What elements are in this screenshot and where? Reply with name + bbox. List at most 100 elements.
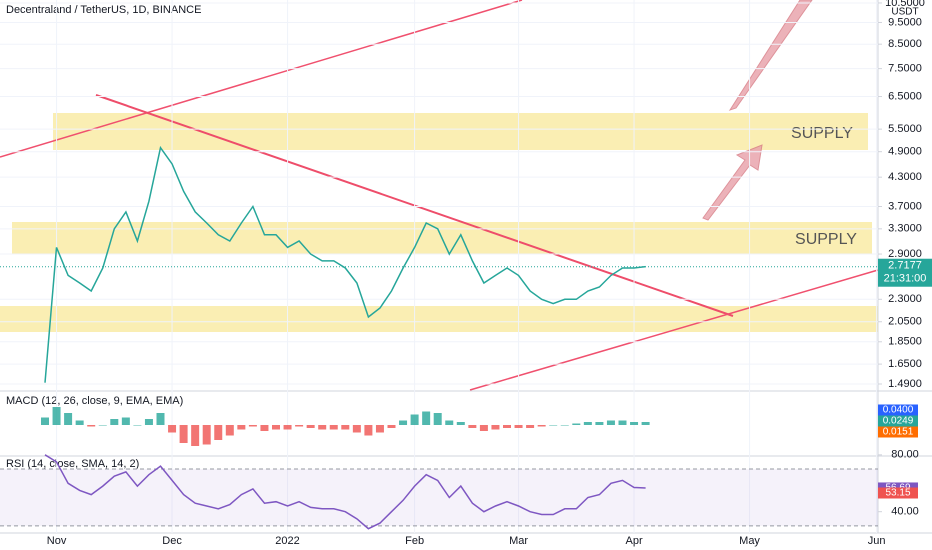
zone-label: SUPPLY [795, 231, 857, 248]
y-tick-label: 6.5000 [888, 90, 922, 102]
zone-label: SUPPLY [791, 125, 853, 142]
histogram-bar [560, 425, 569, 426]
value-badge-label: 0.0400 [883, 405, 914, 416]
y-tick-label: 2.0500 [888, 316, 922, 328]
histogram-bar [514, 425, 523, 428]
histogram-bar [433, 413, 442, 425]
trend-line [0, 0, 523, 158]
histogram-bar [295, 425, 304, 427]
value-badge [878, 487, 918, 499]
x-tick-label: Dec [162, 535, 182, 547]
histogram-bar [179, 425, 188, 443]
price-line [44, 454, 646, 530]
y-tick-label: 4.9000 [888, 146, 922, 158]
histogram-bar [110, 419, 119, 425]
y-tick-label: 3.7000 [888, 200, 922, 212]
indicator-title: RSI (14, close, SMA, 14, 2) [6, 458, 139, 470]
x-tick-label: Apr [625, 535, 642, 547]
histogram-bar [352, 425, 361, 433]
trend-line [469, 269, 879, 391]
histogram-bar [375, 425, 384, 433]
countdown: 21:31:00 [884, 273, 927, 285]
y-tick-label: 5.5000 [888, 123, 922, 135]
histogram-bar [41, 417, 49, 425]
histogram-bar [52, 407, 61, 425]
y-tick-label: 1.8500 [888, 336, 922, 348]
demand-zone [0, 306, 878, 332]
rsi-band [0, 469, 878, 526]
histogram-bar [306, 425, 315, 428]
histogram-bar [260, 425, 269, 431]
histogram-bar [144, 419, 153, 425]
value-badge-label: 53.15 [885, 488, 910, 499]
histogram-bar [595, 422, 604, 425]
histogram-bar [410, 414, 419, 425]
histogram-bar [121, 417, 130, 425]
x-tick-label: Feb [405, 535, 424, 547]
histogram-bar [445, 420, 454, 425]
histogram-bar [341, 425, 350, 430]
value-badge [878, 404, 918, 416]
histogram-bar [237, 425, 246, 430]
histogram-bar [329, 425, 338, 430]
histogram-bar [202, 425, 211, 445]
histogram-bar [583, 422, 592, 425]
histogram-bar [214, 425, 223, 440]
histogram-bar [364, 425, 373, 436]
price-line [44, 145, 646, 383]
x-tick-label: May [739, 535, 760, 547]
y-tick-label: 1.4900 [888, 378, 922, 390]
arrow [728, 0, 813, 111]
histogram-bar [75, 420, 84, 425]
histogram-bar [549, 425, 558, 426]
value-badge [878, 426, 918, 438]
histogram-bar [468, 425, 477, 428]
histogram-bar [156, 413, 165, 425]
histogram-bar [399, 420, 408, 425]
histogram-bar [87, 425, 96, 427]
histogram-bar [491, 425, 500, 430]
value-badge-label: 0.0151 [883, 427, 914, 438]
histogram-bar [572, 423, 581, 425]
x-tick-label: Mar [509, 535, 528, 547]
histogram-bar [248, 425, 257, 427]
histogram-bar [283, 425, 292, 430]
y-tick-label: 8.5000 [888, 38, 922, 50]
value-badge [878, 415, 918, 427]
histogram-bar [537, 425, 546, 427]
arrow [702, 144, 763, 221]
histogram-bar [133, 425, 142, 426]
y-tick-label: 9.5000 [888, 16, 922, 28]
histogram-bar [630, 422, 639, 425]
value-badge-label: 0.0249 [883, 416, 914, 427]
histogram-bar [168, 425, 177, 433]
x-tick-label: Jun [868, 535, 886, 547]
histogram-bar [225, 425, 234, 436]
histogram-bar [526, 425, 535, 428]
histogram-bar [641, 422, 650, 425]
y-tick-label: 10.5000 [885, 0, 925, 9]
y-tick-label: 1.6500 [888, 358, 922, 370]
y-tick-label: 4.3000 [888, 171, 922, 183]
x-tick-label: Nov [47, 535, 67, 547]
indicator-title: MACD (12, 26, close, 9, EMA, EMA) [6, 395, 183, 407]
symbol-title: Decentraland / TetherUS, 1D, BINANCE [6, 4, 201, 16]
y-tick-label: 2.3000 [888, 293, 922, 305]
histogram-bar [272, 425, 280, 430]
currency-label: USDT [891, 7, 918, 18]
histogram-bar [456, 422, 465, 425]
histogram-bar [98, 425, 107, 426]
y-tick-label: 7.5000 [888, 63, 922, 75]
y-tick-label: 3.3000 [888, 223, 922, 235]
histogram-bar [387, 425, 396, 428]
last-price: 2.7177 [888, 260, 922, 272]
histogram-bar [422, 411, 431, 425]
histogram-bar [318, 425, 327, 430]
histogram-bar [479, 425, 488, 431]
histogram-bar [618, 420, 627, 425]
x-tick-label: 2022 [275, 535, 299, 547]
y-tick-label: 2.9000 [888, 248, 922, 260]
histogram-bar [606, 420, 615, 425]
